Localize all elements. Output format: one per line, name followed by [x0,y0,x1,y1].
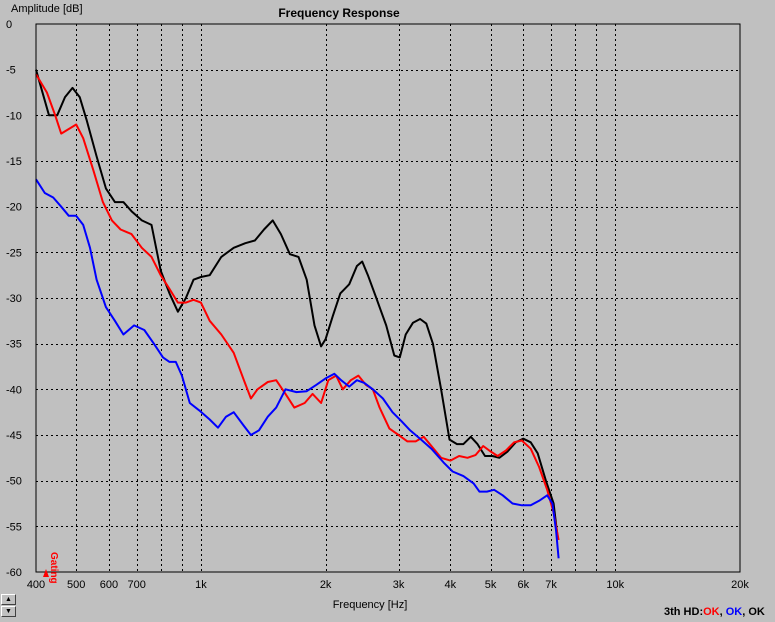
scroll-up-button[interactable]: ▲ [1,594,16,605]
series-red-line [35,73,560,541]
y-tick-label: -25 [6,247,22,259]
series-blue-line [35,178,560,559]
y-tick-label: -10 [6,110,22,122]
y-tick-label: -45 [6,430,22,442]
y-tick-label: -5 [6,65,16,77]
y-tick-label: -50 [6,476,22,488]
x-tick-label: 4k [445,579,457,591]
x-tick-label: 600 [100,579,118,591]
y-tick-label: -30 [6,293,22,305]
x-tick-label: 3k [393,579,405,591]
gating-arrow-icon [43,569,49,577]
x-tick-label: 1k [195,579,207,591]
x-tick-label: 20k [731,579,749,591]
y-tick-labels: 0 -5 -10 -15 -20 -25 -30 -35 -40 -45 -50 -55 -60 [6,19,22,579]
x-tick-label: 700 [128,579,146,591]
status-ok-blue: OK [725,606,743,618]
x-tick-label: 400 [27,579,45,591]
x-tick-label: 10k [606,579,624,591]
status-line: 3th HD:OK, OK, OK [664,606,765,618]
series-black-line [35,69,559,536]
chart-title: Frequency Response [278,6,400,20]
y-tick-label: -20 [6,202,22,214]
y-tick-label: -60 [6,567,22,579]
gating-annotation: Gating [43,552,59,584]
x-tick-label: 2k [320,579,332,591]
status-ok-red: OK [703,606,720,618]
y-tick-label: -40 [6,384,22,396]
y-tick-label: -15 [6,156,22,168]
status-sep-2: , [742,606,749,618]
scroll-down-button[interactable]: ▼ [1,606,16,617]
y-axis-label: Amplitude [dB] [11,3,83,15]
x-tick-label: 5k [485,579,497,591]
series-layer [35,69,560,559]
x-tick-label: 6k [518,579,530,591]
x-tick-labels: 400 500 600 700 1k 2k 3k 4k 5k 6k 7k 10k 20k [27,579,750,591]
y-tick-label: -35 [6,339,22,351]
plot-border [35,23,741,573]
status-sep-1: , [719,606,726,618]
y-tick-label: 0 [6,19,12,31]
status-ok-black: OK [748,606,765,618]
y-tick-label: -55 [6,521,22,533]
x-axis-label: Frequency [Hz] [333,599,408,611]
gating-label: Gating [48,552,59,584]
status-prefix: 3th HD: [664,606,704,618]
x-tick-label: 500 [67,579,85,591]
grid [36,24,740,572]
x-tick-label: 7k [545,579,557,591]
